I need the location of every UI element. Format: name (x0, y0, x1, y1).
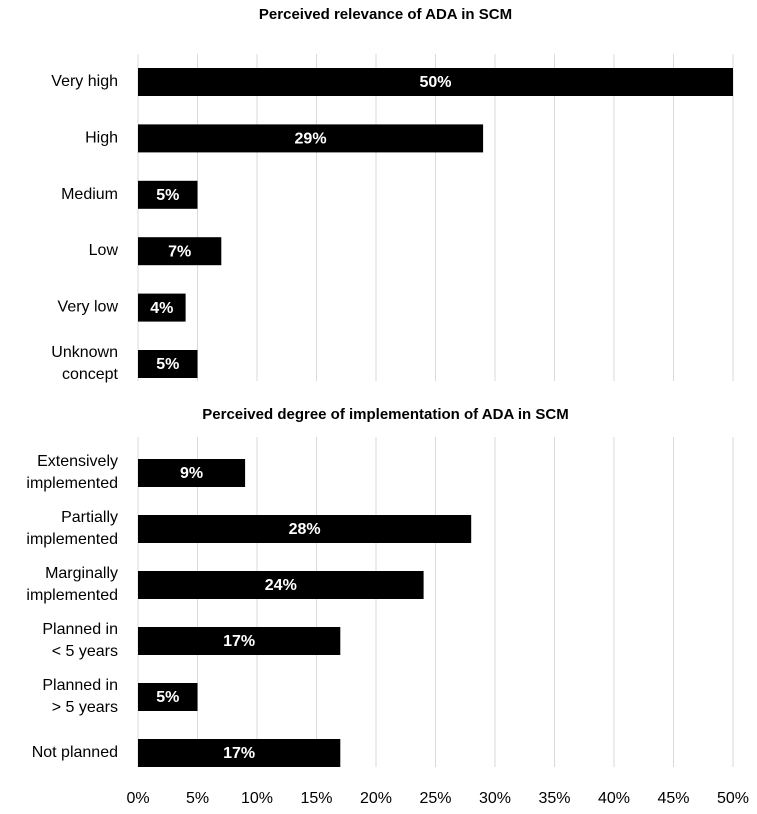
category-label-1-3: Low (89, 242, 119, 259)
chart-title-2: Perceived degree of implementation of AD… (202, 406, 568, 423)
bar-2-1 (138, 515, 472, 543)
bar-1-4 (138, 293, 186, 322)
category-label-line: Extensively (37, 453, 118, 470)
category-label-2-5: Not planned (32, 744, 118, 761)
bar-1-1 (138, 124, 484, 153)
bar-2-5 (138, 739, 341, 767)
category-label-1-4: Very low (58, 299, 119, 316)
x-tick-label-10: 50% (717, 790, 749, 807)
category-label-1-0: Very high (51, 73, 118, 90)
category-label-line: < 5 years (52, 643, 118, 660)
data-label-1-1: 29% (295, 131, 327, 148)
data-label-2-4: 5% (156, 689, 179, 706)
category-label-line: Unknown (51, 344, 118, 361)
category-label-line: implemented (26, 475, 118, 492)
x-tick-label-0: 0% (126, 790, 149, 807)
bar-2-2 (138, 571, 424, 599)
bar-2-0 (138, 459, 246, 487)
data-label-2-3: 17% (223, 633, 255, 650)
bar-1-0 (138, 68, 733, 96)
category-label-line: Marginally (45, 565, 118, 582)
category-label-line: Not planned (32, 744, 118, 761)
x-tick-label-6: 30% (479, 790, 511, 807)
x-tick-label-8: 40% (598, 790, 630, 807)
category-label-2-0: Extensively implemented (26, 453, 118, 492)
bar-1-3 (138, 237, 222, 266)
bar-1-2 (138, 180, 198, 209)
category-label-line: implemented (26, 531, 118, 548)
data-label-2-5: 17% (223, 745, 255, 762)
category-label-line: High (85, 130, 118, 147)
category-label-line: Planned in (42, 677, 118, 694)
category-label-line: Planned in (42, 621, 118, 638)
data-label-1-3: 7% (168, 243, 191, 260)
data-label-2-0: 9% (180, 465, 203, 482)
x-tick-label-2: 10% (241, 790, 273, 807)
category-label-line: Partially (61, 509, 118, 526)
data-label-2-1: 28% (289, 521, 321, 538)
category-label-line: concept (62, 366, 119, 383)
category-label-2-1: Partially implemented (26, 509, 118, 548)
x-tick-label-5: 25% (419, 790, 451, 807)
chart-title-1: Perceived relevance of ADA in SCM (259, 6, 512, 23)
category-label-1-2: Medium (61, 186, 118, 203)
x-tick-label-4: 20% (360, 790, 392, 807)
category-label-2-3: Planned in < 5 years (42, 621, 118, 660)
category-label-line: implemented (26, 587, 118, 604)
x-tick-label-1: 5% (186, 790, 209, 807)
category-label-line: > 5 years (52, 699, 118, 716)
x-tick-label-9: 45% (657, 790, 689, 807)
category-label-2-2: Marginally implemented (26, 565, 118, 604)
category-label-1-5: Unknown concept (51, 344, 118, 383)
bar-2-3 (138, 627, 341, 655)
bar-1-5 (138, 350, 198, 378)
data-label-1-2: 5% (156, 187, 179, 204)
data-label-1-5: 5% (156, 356, 179, 373)
category-label-line: Medium (61, 186, 118, 203)
x-tick-label-3: 15% (300, 790, 332, 807)
bar-2-4 (138, 683, 198, 711)
category-label-line: Very high (51, 73, 118, 90)
category-label-1-1: High (85, 130, 118, 147)
category-label-line: Low (89, 242, 119, 259)
data-label-1-4: 4% (150, 300, 173, 317)
data-label-1-0: 50% (419, 74, 451, 91)
data-label-2-2: 24% (265, 577, 297, 594)
category-label-2-4: Planned in > 5 years (42, 677, 118, 716)
category-label-line: Very low (58, 299, 119, 316)
x-tick-label-7: 35% (538, 790, 570, 807)
